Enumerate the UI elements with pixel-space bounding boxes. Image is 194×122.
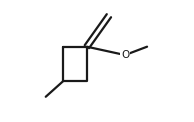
Text: O: O (121, 50, 129, 60)
